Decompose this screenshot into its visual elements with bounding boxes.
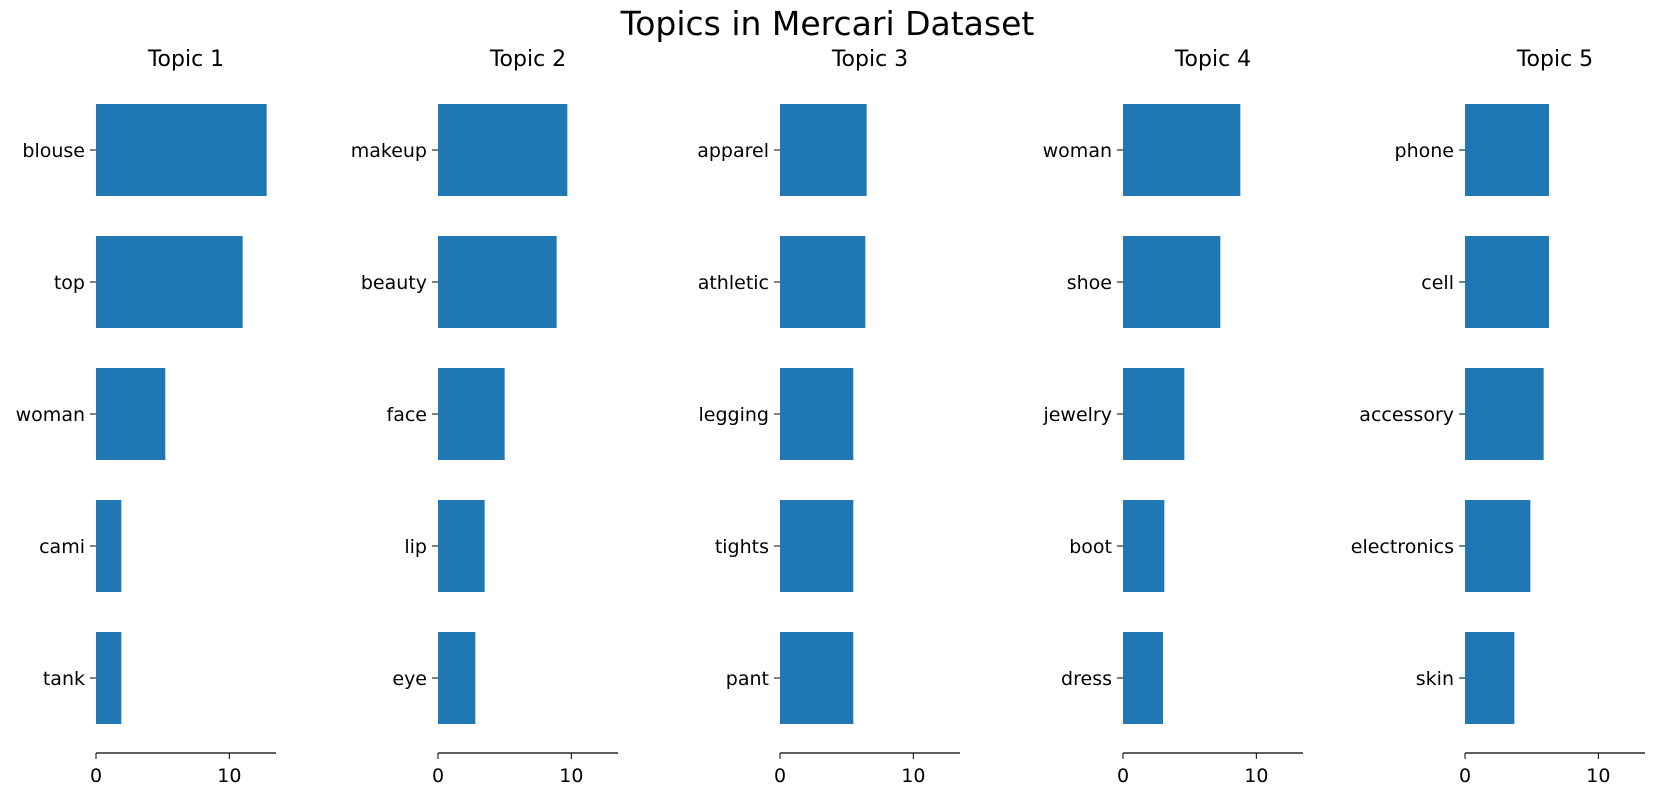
category-label-topic3-legging: legging	[699, 404, 769, 426]
category-label-topic3-tights: tights	[715, 536, 769, 558]
bar-topic1-cami	[96, 500, 122, 592]
category-label-topic5-phone: phone	[1395, 140, 1454, 162]
bar-topic5-electronics	[1465, 500, 1531, 592]
bar-topic5-accessory	[1465, 368, 1544, 460]
xtick-label-topic4-10: 10	[1244, 765, 1268, 787]
bar-topic1-top	[96, 236, 243, 328]
category-label-topic4-woman: woman	[1043, 140, 1112, 162]
bar-topic2-lip	[438, 500, 485, 592]
category-label-topic5-accessory: accessory	[1359, 404, 1454, 426]
category-label-topic4-dress: dress	[1061, 668, 1112, 690]
xtick-label-topic1-10: 10	[217, 765, 241, 787]
bar-topic4-dress	[1123, 632, 1163, 724]
bar-topic1-woman	[96, 368, 166, 460]
xtick-label-topic3-0: 0	[774, 765, 786, 787]
category-label-topic1-tank: tank	[43, 668, 85, 690]
category-label-topic3-pant: pant	[726, 668, 769, 690]
subplot-title-5: Topic 5	[1516, 47, 1593, 72]
category-label-topic3-athletic: athletic	[698, 272, 769, 294]
category-label-topic1-blouse: blouse	[22, 140, 85, 162]
xtick-label-topic2-0: 0	[432, 765, 444, 787]
bar-topic3-tights	[780, 500, 854, 592]
bar-topic4-woman	[1123, 104, 1241, 196]
category-label-topic4-boot: boot	[1069, 536, 1112, 558]
xtick-label-topic2-10: 10	[559, 765, 583, 787]
bar-topic2-eye	[438, 632, 476, 724]
bar-topic5-cell	[1465, 236, 1549, 328]
category-label-topic2-face: face	[387, 404, 427, 426]
xtick-label-topic5-10: 10	[1586, 765, 1610, 787]
category-label-topic4-shoe: shoe	[1067, 272, 1112, 294]
bar-topic3-athletic	[780, 236, 866, 328]
category-label-topic2-beauty: beauty	[361, 272, 427, 294]
bar-topic1-blouse	[96, 104, 267, 196]
bar-topic3-legging	[780, 368, 854, 460]
category-label-topic5-electronics: electronics	[1351, 536, 1454, 558]
xtick-label-topic1-0: 0	[90, 765, 102, 787]
xtick-label-topic3-10: 10	[901, 765, 925, 787]
category-label-topic2-lip: lip	[404, 536, 427, 558]
category-label-topic2-makeup: makeup	[351, 140, 427, 162]
bar-topic2-makeup	[438, 104, 568, 196]
bar-topic4-shoe	[1123, 236, 1221, 328]
category-label-topic5-cell: cell	[1421, 272, 1454, 294]
bar-topic2-beauty	[438, 236, 557, 328]
xtick-label-topic5-0: 0	[1459, 765, 1471, 787]
subplot-title-1: Topic 1	[147, 47, 224, 72]
subplot-title-3: Topic 3	[831, 47, 908, 72]
subplot-title-4: Topic 4	[1174, 47, 1251, 72]
category-label-topic3-apparel: apparel	[697, 140, 769, 162]
bar-topic5-phone	[1465, 104, 1549, 196]
figure-title: Topics in Mercari Dataset	[620, 4, 1035, 43]
category-label-topic1-woman: woman	[16, 404, 85, 426]
category-label-topic1-cami: cami	[39, 536, 85, 558]
bar-topic5-skin	[1465, 632, 1515, 724]
category-label-topic4-jewelry: jewelry	[1042, 404, 1112, 426]
xtick-label-topic4-0: 0	[1117, 765, 1129, 787]
category-label-topic2-eye: eye	[392, 668, 427, 690]
bar-topic4-boot	[1123, 500, 1165, 592]
bar-topic2-face	[438, 368, 505, 460]
subplot-title-2: Topic 2	[489, 47, 566, 72]
bar-topic1-tank	[96, 632, 122, 724]
bar-topic3-apparel	[780, 104, 867, 196]
bar-topic3-pant	[780, 632, 854, 724]
bar-topic4-jewelry	[1123, 368, 1185, 460]
category-label-topic1-top: top	[54, 272, 85, 294]
category-label-topic5-skin: skin	[1416, 668, 1454, 690]
